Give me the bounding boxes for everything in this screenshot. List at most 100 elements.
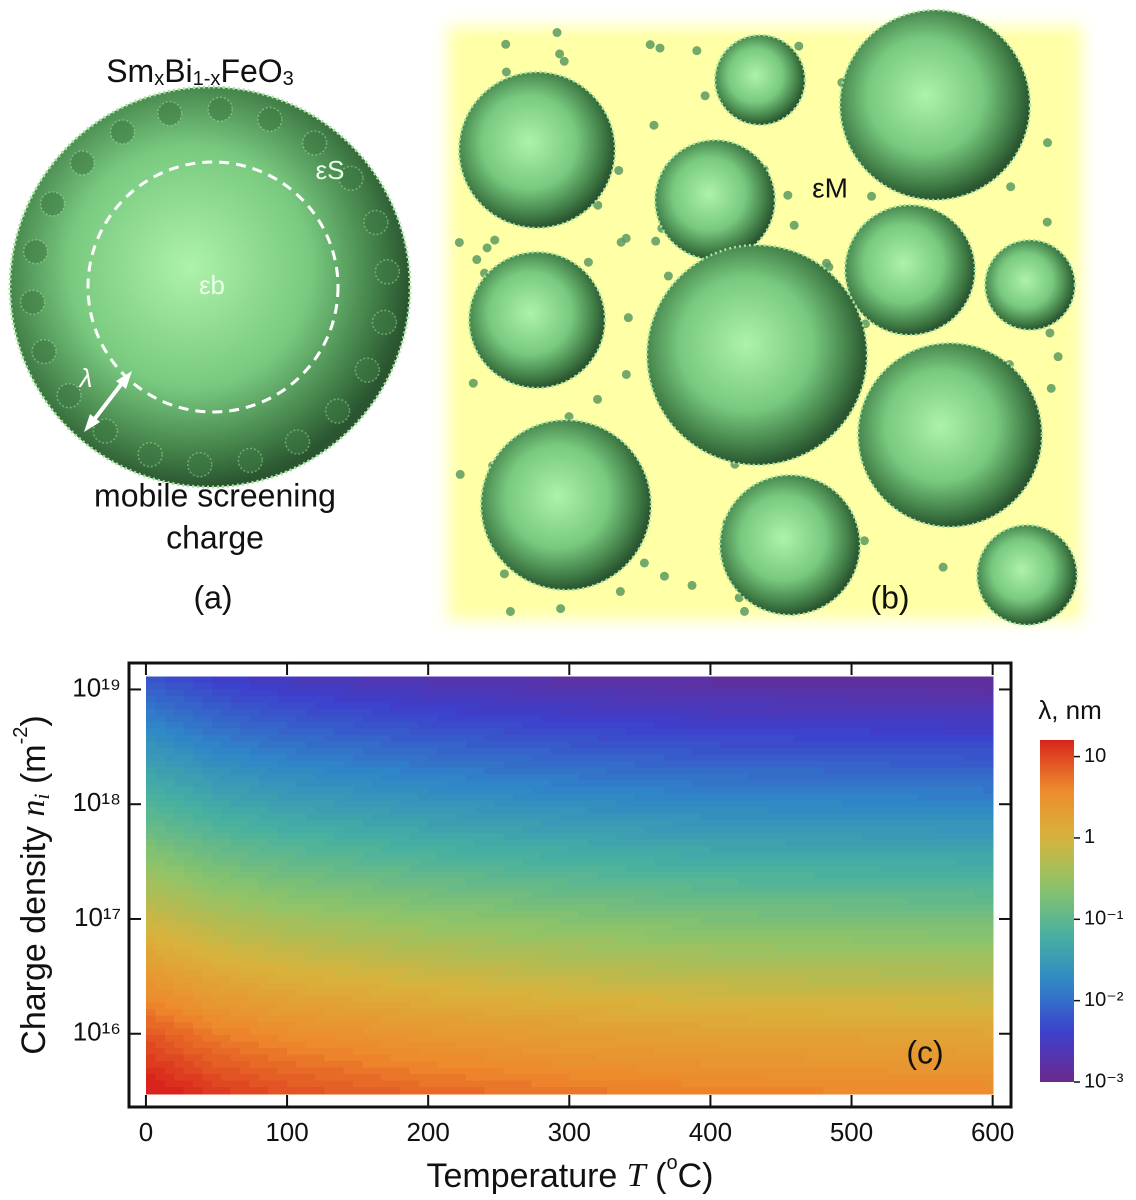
contour-cell bbox=[230, 826, 241, 834]
contour-cell bbox=[334, 695, 345, 704]
contour-cell bbox=[842, 800, 853, 808]
core-boundary bbox=[86, 160, 340, 414]
contour-cell bbox=[766, 976, 777, 984]
contour-cell bbox=[324, 956, 335, 964]
contour-cell bbox=[625, 891, 636, 899]
contour-cell bbox=[230, 1035, 241, 1043]
contour-cell bbox=[832, 787, 843, 795]
contour-cell bbox=[625, 832, 636, 841]
contour-cell bbox=[512, 904, 523, 912]
contour-cell bbox=[296, 885, 307, 893]
contour-cell bbox=[343, 728, 354, 736]
contour-cell bbox=[588, 1080, 599, 1088]
contour-cell bbox=[409, 885, 420, 893]
contour-cell bbox=[776, 995, 787, 1004]
contour-cell bbox=[456, 872, 467, 880]
contour-cell bbox=[606, 995, 617, 1004]
contour-cell bbox=[164, 819, 175, 827]
contour-cell bbox=[663, 956, 674, 964]
contour-cell bbox=[541, 813, 552, 821]
contour-cell bbox=[258, 839, 269, 847]
contour-cell bbox=[305, 748, 316, 756]
contour-cell bbox=[277, 839, 288, 847]
contour-cell bbox=[813, 728, 824, 736]
contour-cell bbox=[465, 1067, 476, 1075]
contour-cell bbox=[804, 1022, 815, 1030]
contour-cell bbox=[456, 708, 467, 717]
contour-cell bbox=[465, 722, 476, 730]
contour-cell bbox=[465, 1035, 476, 1043]
contour-cell bbox=[522, 989, 533, 997]
contour-cell bbox=[249, 689, 260, 697]
contour-cell bbox=[766, 735, 777, 743]
contour-cell bbox=[240, 1054, 251, 1062]
contour-cell bbox=[371, 950, 382, 958]
contour-cell bbox=[258, 761, 269, 769]
contour-cell bbox=[757, 708, 768, 717]
contour-cell bbox=[578, 1041, 589, 1049]
contour-cell bbox=[541, 708, 552, 717]
contour-cell bbox=[569, 943, 580, 951]
contour-cell bbox=[240, 872, 251, 880]
contour-cell bbox=[456, 813, 467, 821]
contour-cell bbox=[663, 806, 674, 814]
contour-cell bbox=[305, 774, 316, 782]
contour-cell bbox=[719, 702, 730, 710]
contour-cell bbox=[766, 695, 777, 704]
contour-cell bbox=[785, 989, 796, 997]
contour-cell bbox=[766, 708, 777, 717]
contour-cell bbox=[277, 1080, 288, 1088]
contour-cell bbox=[672, 891, 683, 899]
contour-cell bbox=[183, 715, 194, 723]
contour-cell bbox=[719, 708, 730, 717]
contour-cell bbox=[211, 898, 222, 906]
contour-cell bbox=[399, 682, 410, 691]
contour-cell bbox=[343, 1008, 354, 1017]
contour-cell bbox=[804, 872, 815, 880]
contour-cell bbox=[202, 891, 213, 899]
contour-cell bbox=[588, 728, 599, 736]
contour-cell bbox=[559, 708, 570, 717]
contour-cell bbox=[766, 774, 777, 782]
contour-cell bbox=[503, 1054, 514, 1062]
contour-cell bbox=[635, 1041, 646, 1049]
contour-cell bbox=[569, 852, 580, 860]
contour-cell bbox=[381, 858, 392, 867]
contour-cell bbox=[221, 793, 232, 801]
contour-cell bbox=[653, 989, 664, 997]
contour-cell bbox=[644, 1041, 655, 1049]
contour-cell bbox=[249, 715, 260, 723]
contour-cell bbox=[795, 858, 806, 867]
contour-cell bbox=[465, 813, 476, 821]
contour-cell bbox=[343, 1087, 354, 1095]
contour-cell bbox=[192, 793, 203, 801]
contour-cell bbox=[277, 1061, 288, 1069]
matrix-dot bbox=[938, 562, 948, 572]
contour-cell bbox=[672, 1002, 683, 1010]
contour-cell bbox=[625, 787, 636, 795]
contour-cell bbox=[428, 1041, 439, 1049]
contour-cell bbox=[409, 1080, 420, 1088]
contour-cell bbox=[428, 969, 439, 977]
contour-cell bbox=[277, 826, 288, 834]
contour-cell bbox=[748, 943, 759, 951]
contour-cell bbox=[813, 695, 824, 704]
contour-cell bbox=[512, 832, 523, 841]
contour-cell bbox=[748, 885, 759, 893]
contour-cell bbox=[597, 1061, 608, 1069]
contour-cell bbox=[823, 950, 834, 958]
contour-cell bbox=[343, 969, 354, 977]
contour-cell bbox=[240, 1035, 251, 1043]
contour-cell bbox=[192, 722, 203, 730]
contour-cell bbox=[682, 982, 693, 991]
contour-cell bbox=[362, 722, 373, 730]
contour-cell bbox=[494, 1022, 505, 1030]
contour-cell bbox=[409, 1008, 420, 1017]
contour-cell bbox=[541, 702, 552, 710]
contour-cell bbox=[616, 715, 627, 723]
contour-cell bbox=[522, 832, 533, 841]
contour-cell bbox=[399, 1022, 410, 1030]
contour-cell bbox=[522, 1028, 533, 1036]
contour-cell bbox=[202, 1080, 213, 1088]
contour-cell bbox=[230, 702, 241, 710]
